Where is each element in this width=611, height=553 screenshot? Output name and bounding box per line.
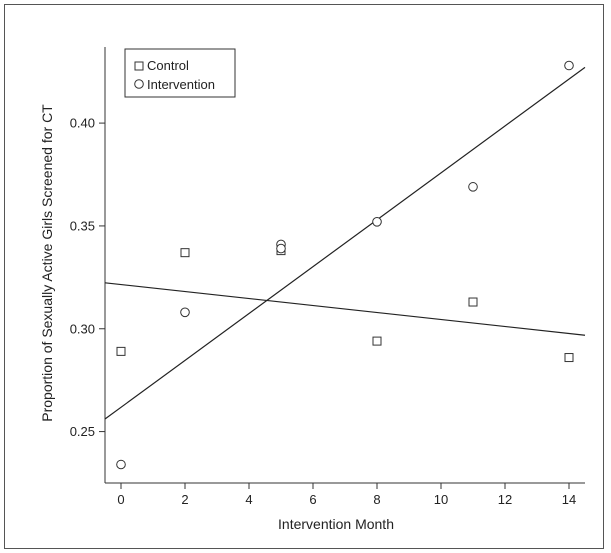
intervention-point [116,459,126,470]
x-tick-label: 8 [373,492,380,507]
fit-line-control [104,282,586,336]
y-axis-label: Proportion of Sexually Active Girls Scre… [39,104,55,422]
data-points [116,60,574,470]
legend-control-marker [134,61,144,71]
control-point [564,353,574,363]
x-tick-label: 4 [245,492,252,507]
fit-lines [104,66,586,420]
x-tick-label: 6 [309,492,316,507]
control-point [372,336,382,346]
x-tick-label: 10 [434,492,448,507]
x-tick-label: 14 [562,492,576,507]
control-point [468,297,478,307]
x-tick-label: 0 [117,492,124,507]
intervention-point [276,243,286,254]
intervention-point [372,217,382,227]
control-point [180,248,190,258]
y-tick-label: 0.30 [70,321,95,336]
legend-box [124,48,236,98]
intervention-point [468,182,478,192]
legend-intervention-label: Intervention [147,77,215,92]
y-tick-label: 0.25 [70,424,95,439]
legend-intervention-marker [134,79,144,89]
y-tick-label: 0.35 [70,218,95,233]
x-tick-label: 2 [181,492,188,507]
chart-frame: 0 2 4 6 8 10 12 14 0.25 0.30 0.35 0.40 Intervention… [4,4,604,549]
x-tick-label: 12 [498,492,512,507]
scatter-plot: 0 2 4 6 8 10 12 14 0.25 0.30 0.35 0.40 Intervention… [39,47,586,532]
legend: Control Intervention [124,48,236,98]
x-axis-label: Intervention Month [278,516,394,532]
y-tick-label: 0.40 [70,116,95,131]
fit-line-intervention [104,66,586,420]
axes: 0 2 4 6 8 10 12 14 0.25 0.30 0.35 0.40 [70,47,585,507]
control-point [116,346,126,356]
plot-area [105,47,585,483]
intervention-point [180,307,190,318]
intervention-point [564,60,574,71]
legend-control-label: Control [147,58,189,73]
